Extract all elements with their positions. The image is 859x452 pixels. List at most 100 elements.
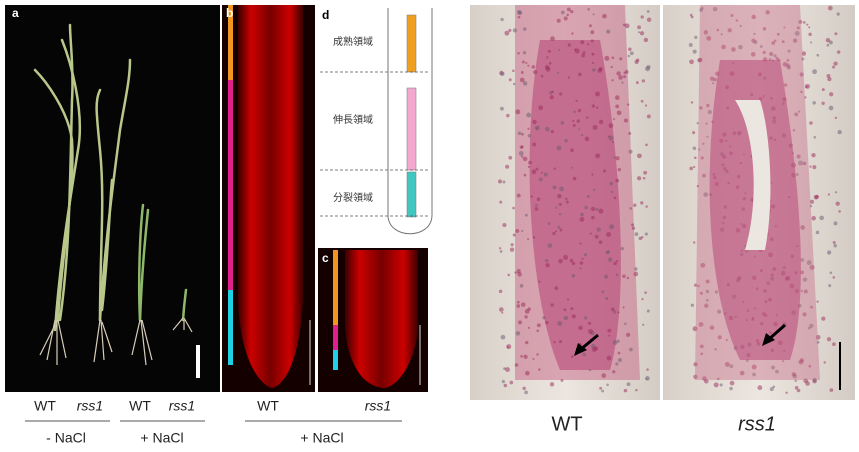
texture — [786, 65, 791, 70]
texture — [602, 13, 607, 19]
texture — [800, 258, 805, 262]
texture — [520, 71, 524, 74]
texture — [596, 227, 601, 232]
texture — [641, 297, 644, 301]
texture — [803, 289, 808, 294]
texture — [549, 95, 554, 100]
texture — [794, 385, 799, 390]
texture — [499, 250, 503, 253]
texture — [512, 82, 516, 86]
texture — [601, 389, 605, 393]
texture — [601, 290, 605, 294]
texture — [536, 323, 541, 328]
texture — [520, 354, 523, 358]
texture — [582, 51, 586, 54]
texture — [558, 258, 563, 264]
texture — [558, 49, 561, 52]
texture — [519, 77, 525, 83]
panel-b: b — [222, 5, 315, 392]
texture — [570, 148, 574, 153]
genotype-label: rss1 — [77, 398, 103, 414]
texture — [702, 173, 706, 178]
condition-label: + NaCl — [300, 430, 343, 446]
texture — [712, 82, 715, 85]
texture — [571, 32, 574, 35]
texture — [644, 291, 647, 294]
texture — [806, 260, 812, 266]
texture — [542, 316, 546, 320]
texture — [827, 5, 833, 11]
texture — [532, 357, 535, 360]
genotype-label: rss1 — [365, 398, 391, 414]
texture — [806, 23, 809, 26]
texture — [550, 303, 554, 307]
texture — [547, 243, 553, 248]
texture — [781, 40, 785, 44]
genotype-label: rss1 — [738, 413, 776, 435]
texture — [588, 368, 592, 372]
texture — [522, 386, 526, 391]
panel-d: d 成熟領域 伸長領域 分裂領域 — [320, 8, 433, 235]
texture — [716, 377, 720, 381]
texture — [523, 354, 528, 359]
texture — [554, 286, 559, 290]
texture — [692, 146, 697, 151]
texture — [725, 338, 728, 342]
texture — [584, 316, 588, 320]
texture — [500, 71, 505, 76]
texture — [524, 213, 528, 217]
texture — [811, 215, 816, 221]
texture — [802, 277, 808, 282]
texture — [697, 58, 702, 63]
texture — [833, 244, 837, 248]
texture — [786, 59, 790, 62]
texture — [595, 91, 600, 97]
texture — [816, 340, 820, 344]
texture — [500, 17, 504, 22]
texture — [622, 23, 626, 27]
texture — [637, 31, 641, 34]
texture — [706, 35, 712, 41]
texture — [580, 212, 584, 217]
texture — [800, 225, 806, 230]
texture — [834, 116, 838, 120]
texture — [721, 44, 726, 50]
texture — [634, 267, 638, 271]
texture — [524, 315, 528, 319]
texture — [751, 14, 756, 20]
texture — [613, 118, 616, 121]
texture — [579, 261, 584, 265]
texture — [502, 180, 506, 184]
texture — [729, 386, 733, 391]
texture — [812, 69, 818, 75]
texture — [617, 167, 622, 172]
texture — [527, 127, 530, 130]
texture — [615, 156, 620, 161]
texture — [572, 124, 576, 127]
texture — [525, 61, 528, 64]
texture — [704, 303, 709, 308]
texture — [829, 388, 834, 392]
texture — [557, 320, 563, 326]
texture — [588, 24, 592, 28]
texture — [833, 221, 838, 226]
texture — [757, 385, 763, 391]
texture — [509, 247, 515, 252]
texture — [821, 101, 825, 105]
texture — [538, 280, 541, 283]
texture — [548, 62, 552, 65]
texture — [808, 364, 812, 368]
texture — [628, 132, 632, 135]
texture — [521, 132, 524, 136]
texture — [645, 143, 648, 147]
texture — [828, 40, 833, 45]
panel-label: b — [226, 6, 233, 20]
zone-label: 成熟領域 — [333, 35, 373, 48]
texture — [713, 77, 717, 82]
texture — [608, 257, 613, 262]
texture — [692, 241, 696, 244]
texture — [616, 71, 621, 76]
texture — [706, 135, 709, 138]
texture — [641, 79, 645, 83]
texture — [809, 204, 813, 208]
